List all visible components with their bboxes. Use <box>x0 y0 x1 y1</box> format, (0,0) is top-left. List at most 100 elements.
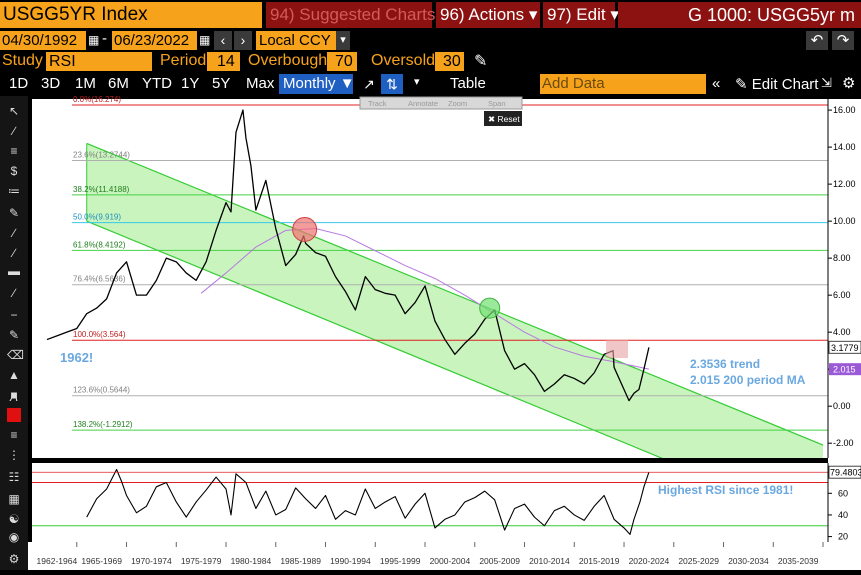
study-field[interactable]: RSI <box>46 52 152 71</box>
price-rsi-chart[interactable]: 0.0%(16.274) 23.6%(13.2744) 38.2%(11.4188)… <box>28 95 861 570</box>
study-bar: Study RSI Period 14 Overbought 70 Overso… <box>0 51 861 72</box>
annotation-rsi: Highest RSI since 1981! <box>658 483 793 497</box>
channel-lower-line[interactable] <box>86 220 823 524</box>
add-data-input[interactable]: Add Data <box>540 74 706 94</box>
candle-chart-icon[interactable]: ⇅ <box>381 74 403 94</box>
pencil-icon[interactable]: ✎ <box>474 53 488 70</box>
expand-icon[interactable]: ⇲ <box>821 75 832 90</box>
color-swatch-icon[interactable] <box>7 408 21 422</box>
grid-icon[interactable]: ▦ <box>8 492 20 506</box>
end-date-field[interactable]: 06/23/2022 <box>112 31 197 50</box>
fill-icon[interactable]: ▲ <box>8 368 20 382</box>
calendar-icon[interactable]: ▦ <box>199 33 211 47</box>
currency-select[interactable]: Local CCY <box>256 31 336 50</box>
dash-icon[interactable]: − <box>10 308 18 322</box>
line-tool-icon[interactable]: ∕ <box>12 124 15 138</box>
x-axis-label: 2000-2004 <box>430 556 471 566</box>
chart-area[interactable]: 0.0%(16.274) 23.6%(13.2744) 38.2%(11.4188)… <box>28 95 861 570</box>
pencil-icon: ✎ <box>735 76 748 93</box>
pencil-icon[interactable]: ✎ <box>8 328 20 342</box>
range-6m-button[interactable]: 6M <box>108 75 129 92</box>
edit-button[interactable]: 97) Edit ▾ <box>543 2 619 28</box>
ma-last-box <box>829 363 861 376</box>
period-label: Period <box>160 52 207 69</box>
channel-upper-line[interactable] <box>86 142 824 446</box>
range-1m-button[interactable]: 1M <box>75 75 96 92</box>
drawing-toolbar: ↖ ∕ ≡ $ ≔ ✎ ∕ ∕ ▬ ∕ − ✎ ⌫ ▲ ■ A ≡ ⋮ ☷ ▦ … <box>0 96 28 570</box>
rsi-series-line[interactable] <box>86 468 650 535</box>
actions-button[interactable]: 96) Actions ▾ <box>436 2 540 28</box>
edit-chart-label: Edit Chart <box>751 76 819 93</box>
pattern-icon[interactable]: ☷ <box>8 470 20 484</box>
frequency-select[interactable]: Monthly ▼ <box>279 74 355 94</box>
text-a-icon[interactable]: A <box>9 390 18 404</box>
channel-tool-icon[interactable]: ≔ <box>8 184 20 198</box>
price-axis-label: 0.00 <box>833 401 851 411</box>
range-max-button[interactable]: Max <box>246 75 275 92</box>
gear-icon[interactable]: ⚙ <box>842 75 856 92</box>
line-style-icon[interactable]: ⋮ <box>8 448 20 462</box>
fib-level-label: 100.0%(3.564) <box>73 330 126 339</box>
trash-icon[interactable]: ■ <box>10 388 18 402</box>
price-axis-label: 6.00 <box>833 290 851 300</box>
marker-icon[interactable]: ∕ <box>12 246 15 260</box>
date-separator: - <box>102 30 107 47</box>
rsi-axis-label: 60 <box>838 488 848 498</box>
overlay-menu[interactable] <box>359 96 523 110</box>
highlight-circle-green[interactable] <box>479 297 501 319</box>
highlight-circle-red[interactable] <box>292 216 318 242</box>
chevron-down-icon[interactable]: ▾ <box>414 76 420 88</box>
prev-period-button[interactable]: ‹ <box>214 31 232 50</box>
annotation-trend: 2.3536 trend <box>690 357 760 371</box>
price-axis-label: 10.00 <box>833 216 856 226</box>
calendar-icon[interactable]: ▦ <box>88 33 100 47</box>
overbought-field[interactable]: 70 <box>327 52 357 71</box>
range-5y-button[interactable]: 5Y <box>212 75 231 92</box>
rsi-last-box <box>828 465 861 479</box>
rsi-axis-label: 20 <box>838 532 848 542</box>
chart-mode-icon[interactable]: ☯ <box>8 512 20 526</box>
next-period-button[interactable]: › <box>234 31 252 50</box>
price-axis-label: 16.00 <box>833 105 856 115</box>
eraser-icon[interactable]: ⌫ <box>7 348 24 362</box>
range-1y-button[interactable]: 1Y <box>181 75 200 92</box>
ticker-field[interactable]: USGG5YR Index <box>0 2 262 28</box>
x-axis-label: 1965-1969 <box>81 556 122 566</box>
start-date-field[interactable]: 04/30/1992 <box>0 31 86 50</box>
edit-label: 97) Edit <box>547 5 606 24</box>
undo-button[interactable]: ↶ <box>806 31 828 50</box>
chevron-down-icon[interactable]: ▾ <box>336 31 350 50</box>
suggested-charts-button[interactable]: 94) Suggested Charts <box>266 2 435 28</box>
cursor-icon[interactable]: ↖ <box>8 104 20 118</box>
gear-icon[interactable]: ⚙ <box>8 552 20 566</box>
highlight-box[interactable] <box>606 339 629 359</box>
range-ytd-button[interactable]: YTD <box>142 75 172 92</box>
ma-series-line[interactable] <box>200 228 650 370</box>
overbought-label: Overbought <box>248 52 332 69</box>
price-series-line[interactable] <box>46 109 650 402</box>
horizontal-line-icon[interactable]: ▬ <box>8 264 20 278</box>
brush-icon[interactable]: ✎ <box>8 206 20 220</box>
line-chart-icon[interactable]: ↗ <box>363 76 375 92</box>
range-1d-button[interactable]: 1D <box>9 75 29 92</box>
oversold-field[interactable]: 30 <box>435 52 464 71</box>
x-axis-label: 1962-1964 <box>37 556 78 566</box>
overlay-menu-item: Track <box>368 99 387 108</box>
table-button[interactable]: Table <box>450 75 486 92</box>
fib-tool-icon[interactable]: ≡ <box>10 144 18 158</box>
x-axis-label: 2035-2039 <box>778 556 819 566</box>
palette-icon[interactable]: ◉ <box>8 530 20 544</box>
pen-icon[interactable]: ∕ <box>12 226 15 240</box>
range-3d-button[interactable]: 3D <box>41 75 61 92</box>
edit-chart-button[interactable]: ✎ Edit Chart <box>735 75 818 93</box>
reset-button[interactable] <box>484 111 522 126</box>
period-field[interactable]: 14 <box>207 52 240 71</box>
fib-level-label: 138.2%(-1.2912) <box>73 420 133 429</box>
redo-button[interactable]: ↷ <box>832 31 854 50</box>
text-tool-icon[interactable]: $ <box>10 164 18 178</box>
study-label: Study <box>2 52 43 69</box>
collapse-icon[interactable]: « <box>712 75 721 92</box>
ray-icon[interactable]: ∕ <box>12 286 15 300</box>
line-weight-icon[interactable]: ≡ <box>10 428 18 442</box>
rsi-panel[interactable] <box>32 463 828 542</box>
